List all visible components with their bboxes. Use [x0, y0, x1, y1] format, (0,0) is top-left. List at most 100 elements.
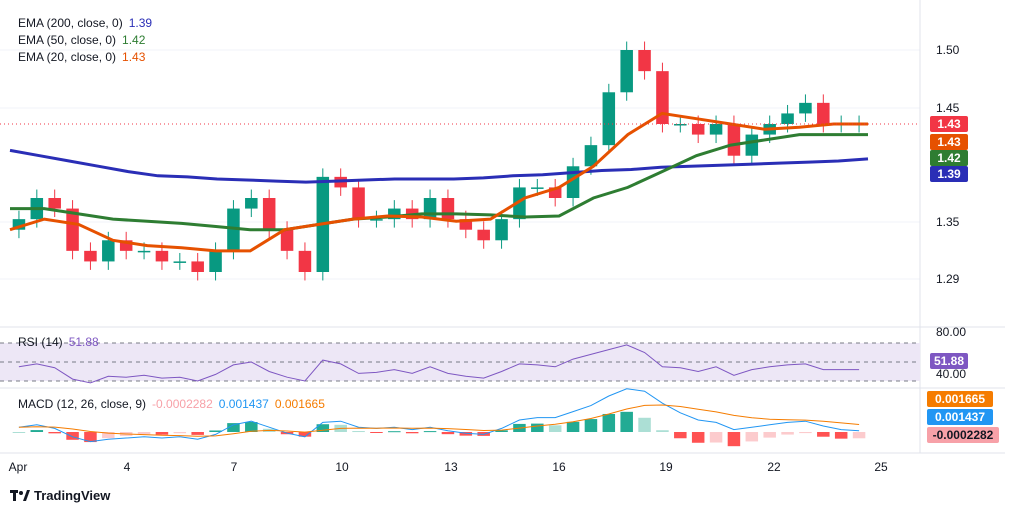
macd-line-tag: 0.001437	[927, 409, 993, 425]
macd-histogram-bar	[173, 432, 187, 434]
macd-histogram-bar	[12, 432, 26, 433]
candle-body	[656, 71, 669, 124]
candle-body	[799, 102, 812, 114]
candle-body	[48, 198, 61, 209]
macd-histogram-bar	[388, 431, 401, 433]
price-tag-ema20: 1.43	[930, 134, 968, 150]
macd-histogram-bar	[691, 432, 705, 443]
macd-histogram-bar	[548, 425, 562, 432]
macd-signal-tag: 0.001665	[927, 391, 993, 407]
macd-histogram-bar	[566, 421, 580, 432]
price-tick: 1.29	[936, 272, 960, 286]
candle-body	[781, 113, 794, 124]
candle-body	[155, 250, 169, 262]
macd-histogram-bar	[316, 424, 330, 432]
candle-body	[620, 50, 633, 93]
rsi-tag: 51.88	[930, 353, 968, 369]
x-tick: 7	[230, 460, 238, 474]
candle-body	[12, 219, 26, 230]
macd-histogram-bar	[781, 432, 794, 435]
candle-body	[137, 250, 151, 253]
x-tick: 4	[123, 460, 131, 474]
tradingview-icon	[10, 489, 30, 501]
candle-body	[298, 250, 312, 272]
macd-line	[18, 388, 860, 443]
price-tag-last: 1.43	[930, 116, 968, 132]
candle-body	[691, 124, 705, 135]
macd-histogram-bar	[191, 432, 204, 435]
macd-histogram-bar	[227, 423, 240, 432]
macd-histogram-bar	[30, 430, 44, 432]
candle-body	[66, 208, 79, 251]
candle-body	[727, 124, 741, 156]
candle-body	[817, 102, 830, 124]
macd-histogram-bar	[405, 432, 419, 434]
macd-histogram-bar	[656, 430, 669, 432]
macd-histogram-bar	[674, 432, 687, 439]
candle-body	[245, 198, 258, 209]
candle-body	[459, 219, 473, 230]
x-tick: 22	[767, 460, 781, 474]
x-tick: Apr	[8, 460, 28, 474]
candle-body	[709, 124, 723, 135]
candle-body	[280, 229, 294, 251]
x-tick: 10	[335, 460, 349, 474]
candle-body	[84, 250, 97, 262]
macd-histogram-bar	[799, 432, 812, 434]
macd-histogram-bar	[245, 422, 258, 432]
macd-histogram-bar	[620, 411, 633, 432]
legend-ema20: EMA (20, close, 0) 1.43	[18, 50, 146, 64]
candle-body	[495, 219, 508, 241]
macd-histogram-bar	[137, 432, 151, 435]
candle-body	[548, 187, 562, 198]
ema-legend: EMA (200, close, 0) 1.39 EMA (50, close, …	[18, 15, 152, 66]
macd-histogram-bar	[352, 431, 365, 433]
candle-body	[477, 229, 490, 241]
price-tag-ema50: 1.42	[930, 150, 968, 166]
price-tick: 1.35	[936, 215, 960, 229]
macd-histogram-bar	[370, 432, 383, 433]
macd-histogram-bar	[84, 432, 97, 443]
candle-body	[352, 187, 365, 220]
price-tick: 1.45	[936, 101, 960, 115]
ema-line	[9, 111, 868, 253]
x-tick: 19	[659, 460, 673, 474]
rsi-line	[18, 344, 860, 384]
legend-ema50: EMA (50, close, 0) 1.42	[18, 33, 146, 47]
macd-histogram-bar	[638, 417, 651, 432]
macd-histogram-bar	[727, 432, 741, 447]
candle-body	[441, 198, 455, 220]
candle-body	[513, 187, 526, 220]
rsi-tick: 40.00	[936, 367, 967, 381]
macd-histogram-bar	[155, 432, 169, 435]
candle-body	[584, 145, 598, 167]
macd-histogram-bar	[459, 432, 473, 436]
macd-histogram-bar	[531, 423, 544, 432]
candle-body	[388, 208, 401, 220]
candle-body	[262, 198, 276, 230]
ema-line	[10, 133, 868, 232]
candle-body	[227, 208, 240, 251]
macd-histogram-bar	[602, 413, 616, 432]
price-tag-ema200: 1.39	[930, 166, 968, 182]
candle-body	[119, 240, 133, 251]
macd-histogram-bar	[584, 419, 598, 432]
tradingview-logo[interactable]: TradingView	[10, 488, 110, 503]
ema-line	[9, 148, 869, 184]
macd-histogram-bar	[495, 430, 508, 432]
legend-ema200: EMA (200, close, 0) 1.39	[18, 16, 153, 30]
candle-body	[745, 134, 759, 156]
candle-body	[173, 261, 187, 263]
candle-body	[209, 250, 222, 272]
macd-histogram-bar	[298, 432, 312, 437]
x-tick: 25	[874, 460, 888, 474]
macd-histogram-bar	[48, 432, 61, 434]
x-tick: 16	[552, 460, 566, 474]
macd-histogram-bar	[423, 431, 437, 433]
candle-body	[674, 124, 687, 126]
macd-histogram-bar	[745, 432, 759, 442]
macd-histogram-bar	[834, 432, 848, 439]
macd-histogram-bar	[209, 430, 222, 432]
macd-histogram-bar	[441, 432, 455, 435]
